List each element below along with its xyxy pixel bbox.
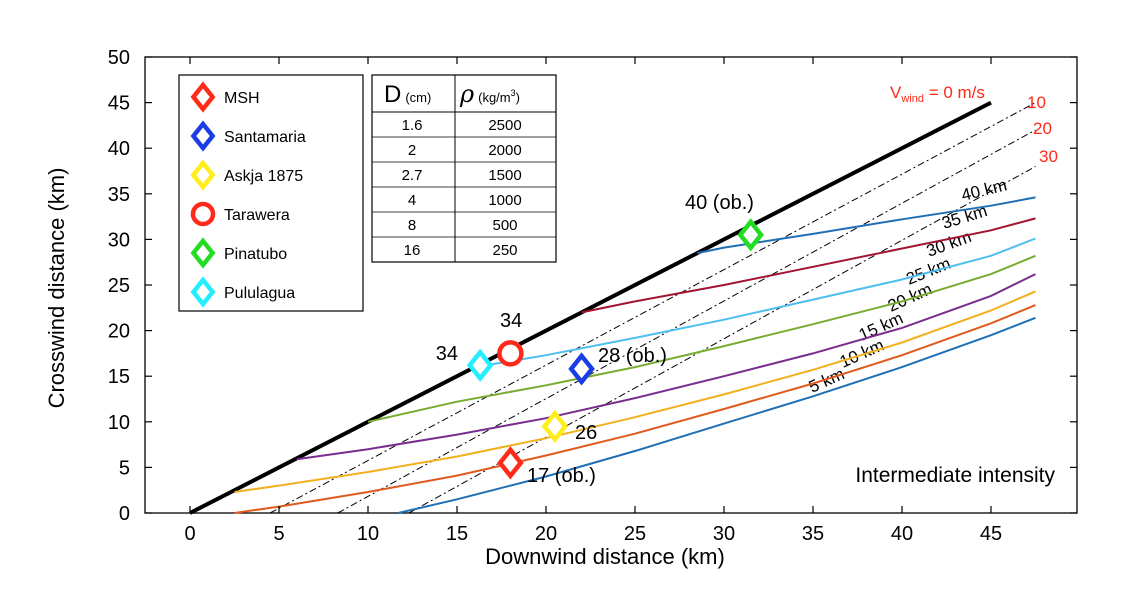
table-cell-density: 250 xyxy=(492,242,517,259)
y-tick-label: 0 xyxy=(119,503,130,525)
wind-line-0 xyxy=(189,100,992,515)
table-cell-density: 500 xyxy=(492,217,517,234)
wind-line-30 xyxy=(408,166,1036,514)
x-tick-label: 30 xyxy=(713,523,735,545)
y-tick-label: 20 xyxy=(108,321,130,343)
table-cell-diameter: 1.6 xyxy=(402,117,423,134)
y-tick-label: 10 xyxy=(108,412,130,434)
y-tick-label: 40 xyxy=(108,138,130,160)
legend-label-tarawera: Tarawera xyxy=(224,207,290,224)
y-tick-label: 30 xyxy=(108,229,130,251)
point-label-pinatubo: 40 (ob.) xyxy=(685,192,754,214)
table-header-d: D (cm) xyxy=(384,81,431,108)
curve-15-km xyxy=(234,290,1036,493)
table-cell-diameter: 16 xyxy=(404,242,421,259)
y-tick-label: 50 xyxy=(108,47,130,69)
point-label-santamaria: 28 (ob.) xyxy=(598,345,667,367)
point-label-askja-1875: 26 xyxy=(575,422,597,444)
table-cell-density: 2500 xyxy=(488,117,521,134)
curve-30-km xyxy=(474,237,1036,369)
wind-label-30: 30 xyxy=(1039,147,1058,166)
point-askja-1875 xyxy=(541,409,569,443)
legend-marker-msh xyxy=(190,81,216,113)
data-points: 17 (ob.) 28 (ob.) 26 34 40 (ob.) 34 xyxy=(436,192,764,487)
intensity-annotation: Intermediate intensity xyxy=(855,464,1055,487)
legend-label-santamaria: Santamaria xyxy=(224,129,306,146)
curve-40-km xyxy=(697,196,1036,255)
x-tick-label: 40 xyxy=(891,523,913,545)
legend-label-askja-1875: Askja 1875 xyxy=(224,168,303,185)
legend-label-msh: MSH xyxy=(224,90,260,107)
point-pululagua xyxy=(466,348,494,382)
curve-label-40-km: 40 km xyxy=(959,175,1009,205)
table-cell-density: 2000 xyxy=(488,142,521,159)
curve-35-km xyxy=(581,217,1036,314)
point-label-tarawera: 34 xyxy=(500,310,522,332)
point-tarawera xyxy=(497,340,524,367)
curve-10-km xyxy=(234,304,1036,514)
x-axis-title: Downwind distance (km) xyxy=(485,544,725,569)
wind-line-10 xyxy=(269,102,1036,514)
table-cell-diameter: 2 xyxy=(408,142,416,159)
point-pinatubo xyxy=(737,218,764,252)
point-label-msh: 17 (ob.) xyxy=(527,465,596,487)
y-tick-label: 5 xyxy=(119,457,130,479)
x-tick-label: 15 xyxy=(446,523,468,545)
x-tick-label: 20 xyxy=(535,523,557,545)
y-tick-label: 15 xyxy=(108,366,130,388)
table-cell-density: 1500 xyxy=(488,167,521,184)
legend-marker-askja-1875 xyxy=(190,159,216,191)
y-tick-label: 25 xyxy=(108,275,130,297)
wind-label-0: Vwind = 0 m/s xyxy=(890,83,985,105)
axes: 0 5 10 15 20 25 30 35 40 45 0 5 10 15 20 25 30 35 40 45 50 xyxy=(108,47,1077,545)
table-cell-diameter: 8 xyxy=(408,217,416,234)
curve-25-km xyxy=(367,254,1036,423)
wind-lines: Vwind = 0 m/s 10 20 30 xyxy=(189,83,1058,515)
x-tick-label: 35 xyxy=(802,523,824,545)
wind-line-20 xyxy=(337,129,1036,514)
table-cell-diameter: 4 xyxy=(408,192,416,209)
curve-20-km xyxy=(296,273,1036,461)
table-header-rho: ρ (kg/m3) xyxy=(459,80,520,108)
legend-box xyxy=(178,74,364,312)
wind-label-20: 20 xyxy=(1033,119,1052,138)
legend-marker-santamaria xyxy=(190,120,216,152)
x-tick-label: 5 xyxy=(273,523,284,545)
legend-marker-tarawera xyxy=(190,201,216,227)
x-tick-label: 10 xyxy=(357,523,379,545)
y-axis-title: Crosswind distance (km) xyxy=(44,168,69,409)
point-label-pululagua: 34 xyxy=(436,343,458,365)
point-msh xyxy=(497,446,524,480)
x-tick-label: 0 xyxy=(184,523,195,545)
x-tick-label: 45 xyxy=(980,523,1002,545)
size-density-table: D (cm) ρ (kg/m3) 1.6 2500 2 2000 2.7 1500 4 1000 8 50… xyxy=(371,74,557,263)
x-tick-label: 25 xyxy=(624,523,646,545)
legend: MSH Santamaria Askja 1875 Tarawera Pinatubo P… xyxy=(178,74,364,312)
curve-label-30-km: 30 km xyxy=(924,227,974,261)
wind-label-10: 10 xyxy=(1027,93,1046,112)
y-tick-label: 35 xyxy=(108,184,130,206)
point-santamaria xyxy=(568,352,595,386)
legend-marker-pululagua xyxy=(190,276,216,308)
table-cell-density: 1000 xyxy=(488,192,521,209)
legend-label-pululagua: Pululagua xyxy=(224,285,295,302)
legend-label-pinatubo: Pinatubo xyxy=(224,246,287,263)
legend-marker-pinatubo xyxy=(190,237,216,269)
y-tick-label: 45 xyxy=(108,93,130,115)
curve-5-km xyxy=(398,316,1036,514)
table-cell-diameter: 2.7 xyxy=(402,167,423,184)
table-frame xyxy=(371,74,557,263)
